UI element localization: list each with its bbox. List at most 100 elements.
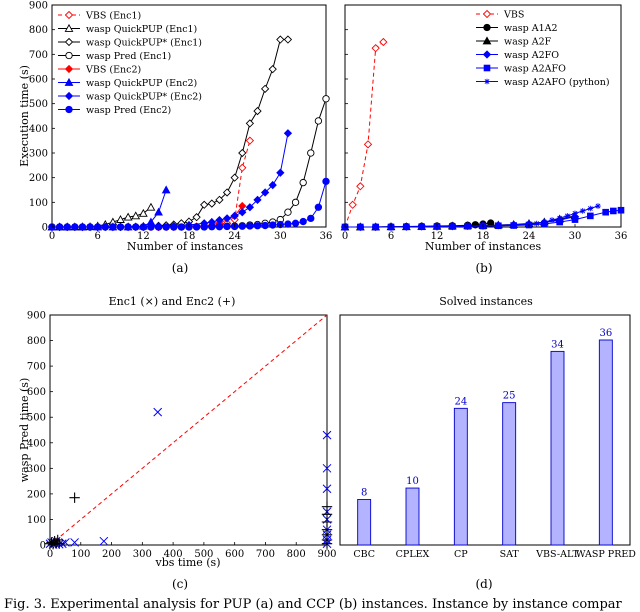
panel-d-bar-value-label: 8 xyxy=(361,487,367,498)
panel-b-legend-marker xyxy=(483,23,491,32)
panel-c-xtick-label: 800 xyxy=(287,549,306,560)
panel-b-data-point xyxy=(510,222,517,229)
panel-a-data-point xyxy=(238,208,247,217)
panel-c-ytick-label: 700 xyxy=(27,362,46,373)
panel-a-data-point xyxy=(283,129,293,138)
panel-a-data-point xyxy=(260,84,270,94)
panel-d-bar xyxy=(550,350,565,546)
panel-b-data-point xyxy=(587,212,594,220)
panel-a-series-line xyxy=(52,140,251,228)
panel-b-data-point xyxy=(549,217,555,223)
panel-a-legend-marker xyxy=(65,51,73,60)
panel-c-xtick-label: 0 xyxy=(47,549,53,560)
panel-a-data-point xyxy=(253,106,262,116)
panel-a-xtick-label: 0 xyxy=(49,231,55,242)
panel-a-ytick-label: 0 xyxy=(42,223,48,234)
panel-d-bar xyxy=(598,339,613,546)
panel-a-legend-item: wasp QuickPUP (Enc2) xyxy=(58,77,197,89)
panel-d-bar-value-label: 24 xyxy=(454,396,467,407)
panel-a-data-point xyxy=(55,223,64,231)
panel-d-category-label: CP xyxy=(454,549,468,560)
panel-a-data-point xyxy=(283,35,293,44)
panel-b-xtick-label: 0 xyxy=(342,231,348,242)
panel-a-ytick-label: 800 xyxy=(29,25,48,36)
panel-c-ylabel: wasp Pred time (s) xyxy=(18,378,31,482)
panel-a-data-point xyxy=(116,215,125,223)
panel-a-data-point xyxy=(200,223,208,231)
panel-b-legend-label: wasp A2AFO xyxy=(504,64,566,75)
panel-a-data-point xyxy=(208,223,216,231)
panel-a-data-point xyxy=(131,211,141,220)
panel-a-data-point xyxy=(238,163,247,172)
panel-a-data-point xyxy=(269,221,277,229)
panel-a-ytick-label: 100 xyxy=(29,198,48,209)
panel-a-data-point xyxy=(147,223,155,231)
panel-b-data-point xyxy=(595,203,601,209)
panel-d-category-label: CBC xyxy=(353,549,375,560)
panel-d-bar-group: 36 WASP PRED xyxy=(576,328,637,560)
panel-a-ytick-label: 500 xyxy=(29,99,48,110)
panel-a-data-point xyxy=(268,180,277,190)
panel-a-legend-label: wasp QuickPUP* (Enc1) xyxy=(86,38,202,49)
panel-a-data-point xyxy=(215,195,224,205)
panel-b-data-point xyxy=(579,208,586,214)
panel-c-diagonal-line xyxy=(49,314,328,546)
panel-b-xtick-label: 6 xyxy=(388,231,394,242)
panel-d-bar xyxy=(502,402,517,546)
panel-a-data-point xyxy=(161,185,171,194)
panel-a-xtick-label: 6 xyxy=(94,231,100,242)
panel-b-data-point xyxy=(356,182,365,191)
panel-b-data-point xyxy=(371,44,380,53)
panel-a-legend-label: wasp QuickPUP (Enc1) xyxy=(86,24,197,35)
panel-a-ytick-label: 700 xyxy=(29,50,48,61)
panel-b-data-point xyxy=(587,205,594,212)
panel-a-legend-marker xyxy=(64,23,74,32)
panel-b-series-6 xyxy=(342,203,601,230)
panel-a-data-point xyxy=(109,223,117,231)
panel-a-data-point xyxy=(222,214,232,223)
panel-a-data-point xyxy=(78,223,87,231)
panel-b-data-point xyxy=(617,206,625,214)
panel-b-legend: VBS wasp A1A2 wasp A2F wasp A2FO wasp A2AFO w… xyxy=(476,10,610,88)
panel-a-ytick-label: 900 xyxy=(29,1,48,12)
panel-c-ytick-label: 400 xyxy=(27,438,46,449)
panel-a-legend-label: VBS (Enc1) xyxy=(85,11,141,22)
panel-a-data-point xyxy=(291,219,300,227)
panel-a-data-point xyxy=(284,208,292,216)
panel-d-category-label: WASP PRED xyxy=(576,549,637,560)
panel-a-legend-label: wasp QuickPUP* (Enc2) xyxy=(86,92,202,103)
panel-b-data-point xyxy=(363,140,373,149)
panel-a-data-point xyxy=(314,203,323,211)
panel-d-bar-value-label: 10 xyxy=(406,476,419,487)
panel-a-data-point xyxy=(154,223,163,231)
panel-c-xlabel: vbs time (s) xyxy=(154,556,220,569)
panel-b-frame xyxy=(344,4,622,228)
panel-d-frame xyxy=(339,314,631,546)
panel-b-xtick-label: 18 xyxy=(477,231,490,242)
panel-a-data-point xyxy=(162,223,170,231)
panel-a-data-point xyxy=(154,207,163,216)
panel-c-title: Enc1 (×) and Enc2 (+) xyxy=(109,295,236,308)
panel-c-ytick-label: 800 xyxy=(27,336,46,347)
panel-a-data-point xyxy=(63,223,71,231)
panel-c-point-enc1 xyxy=(322,430,332,440)
panel-a-data-point xyxy=(246,222,254,230)
panel-b-legend-marker xyxy=(483,64,491,72)
panel-a-ytick-label: 400 xyxy=(29,124,48,135)
panel-b-legend-label: wasp A1A2 xyxy=(504,23,558,34)
panel-a-data-point xyxy=(268,64,277,74)
panel-a-data-point xyxy=(299,178,307,187)
panel-a-data-point xyxy=(86,223,94,231)
panel-a-legend-item: VBS (Enc2) xyxy=(58,65,141,76)
panel-a-data-point xyxy=(307,149,315,157)
panel-a-xlabel: Number of instances xyxy=(127,240,244,253)
panel-c-xtick-label: 500 xyxy=(194,549,213,560)
panel-a-data-point xyxy=(307,214,315,223)
panel-a-data-point xyxy=(253,195,262,205)
panel-b-line-chart: VBS wasp A1A2 wasp A2F wasp A2FO wasp A2AFO w… xyxy=(340,4,627,275)
panel-a-data-point xyxy=(299,217,307,226)
panel-a-data-point xyxy=(260,188,270,197)
panel-c-point-enc1 xyxy=(322,484,332,494)
panel-c-ytick-label: 200 xyxy=(27,489,46,500)
